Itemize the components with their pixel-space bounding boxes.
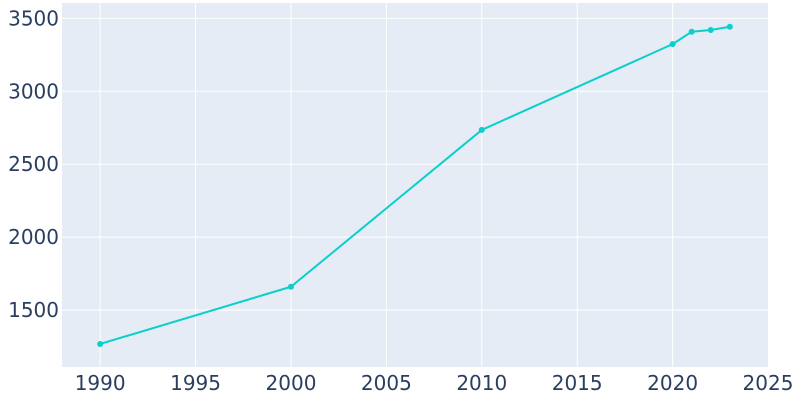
x-tick-label: 2015 (552, 371, 603, 395)
x-tick-label: 2000 (266, 371, 317, 395)
x-tick-label: 1995 (170, 371, 221, 395)
data-point[interactable] (478, 126, 485, 133)
x-tick-label: 2010 (456, 371, 507, 395)
x-tick-label: 2005 (361, 371, 412, 395)
data-point[interactable] (287, 283, 294, 290)
x-tick-label: 2020 (647, 371, 698, 395)
series-layer (97, 23, 733, 347)
data-point[interactable] (669, 41, 676, 48)
y-tick-label: 1500 (8, 298, 59, 322)
axis-tick-labels: 1990 1995 2000 2005 2010 2015 2020 2025 1500 2000… (8, 6, 793, 395)
x-tick-label: 1990 (75, 371, 126, 395)
data-point[interactable] (707, 26, 714, 33)
data-point[interactable] (688, 28, 695, 35)
data-point[interactable] (726, 23, 733, 30)
y-tick-label: 3000 (8, 79, 59, 103)
y-tick-label: 2500 (8, 152, 59, 176)
y-tick-label: 3500 (8, 6, 59, 30)
data-point[interactable] (97, 340, 104, 347)
grid-lines (62, 3, 768, 367)
y-tick-label: 2000 (8, 225, 59, 249)
x-tick-label: 2025 (743, 371, 794, 395)
